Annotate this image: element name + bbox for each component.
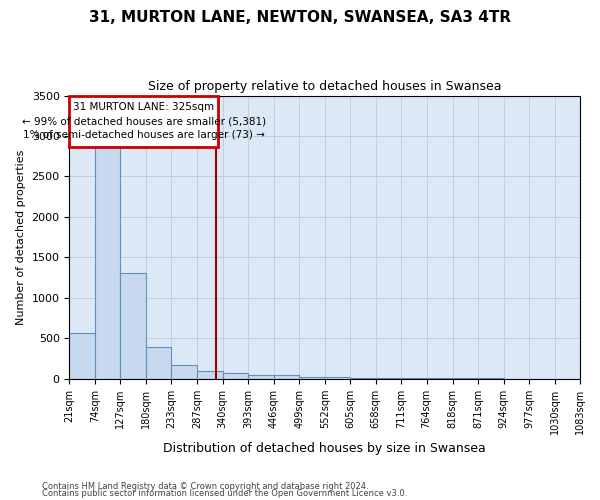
Bar bbox=[70, 96, 218, 148]
Bar bbox=[121, 272, 146, 378]
Bar bbox=[274, 376, 299, 378]
Bar bbox=[172, 365, 197, 378]
Title: Size of property relative to detached houses in Swansea: Size of property relative to detached ho… bbox=[148, 80, 502, 93]
Bar bbox=[299, 376, 325, 378]
Bar bbox=[146, 347, 172, 378]
Bar bbox=[70, 334, 95, 378]
Text: Contains HM Land Registry data © Crown copyright and database right 2024.: Contains HM Land Registry data © Crown c… bbox=[42, 482, 368, 491]
Bar bbox=[95, 144, 121, 378]
Text: 31, MURTON LANE, NEWTON, SWANSEA, SA3 4TR: 31, MURTON LANE, NEWTON, SWANSEA, SA3 4T… bbox=[89, 10, 511, 25]
X-axis label: Distribution of detached houses by size in Swansea: Distribution of detached houses by size … bbox=[163, 442, 486, 455]
Text: Contains public sector information licensed under the Open Government Licence v3: Contains public sector information licen… bbox=[42, 490, 407, 498]
Bar bbox=[223, 372, 248, 378]
Text: 31 MURTON LANE: 325sqm
← 99% of detached houses are smaller (5,381)
1% of semi-d: 31 MURTON LANE: 325sqm ← 99% of detached… bbox=[22, 102, 266, 141]
Bar bbox=[325, 377, 350, 378]
Bar bbox=[248, 374, 274, 378]
Y-axis label: Number of detached properties: Number of detached properties bbox=[16, 150, 26, 325]
Bar bbox=[197, 370, 223, 378]
